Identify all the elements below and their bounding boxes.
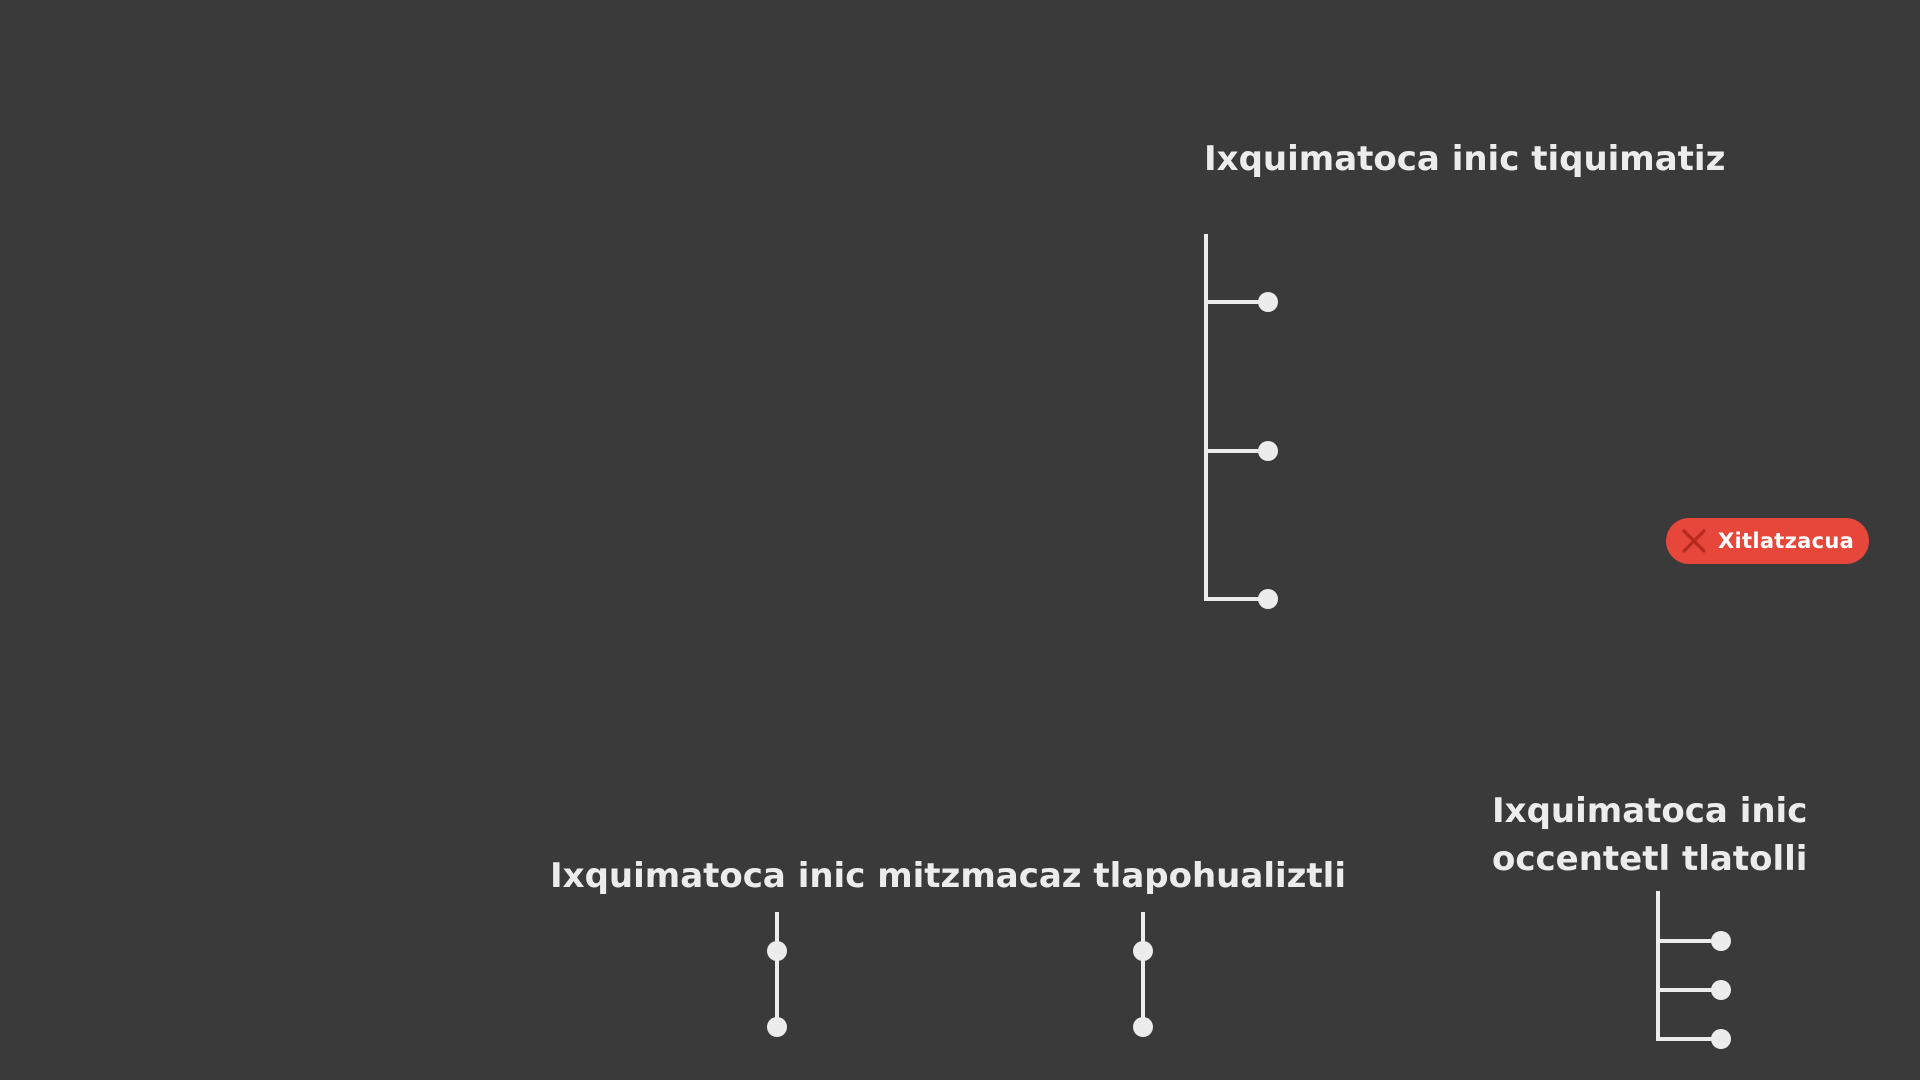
heading-right-line-2: occentetl tlatolli [1492,839,1808,879]
tree-right-node-2 [1711,980,1731,1000]
close-icon [1680,527,1708,555]
tree-bottom-right-node-2 [1133,1017,1153,1037]
heading-right: Ixquimatoca inic occentetl tlatolli [1492,787,1807,883]
tree-bottom-right-node-1 [1133,941,1153,961]
tree-bottom-left [767,912,787,1037]
tree-right-node-3 [1711,1029,1731,1049]
tree-right [1656,891,1731,1049]
heading-top: Ixquimatoca inic tiquimatiz [1204,139,1726,179]
heading-right-line-1: Ixquimatoca inic [1492,791,1808,831]
tree-bottom-right [1133,912,1153,1037]
tree-top-node-2 [1258,441,1278,461]
close-button-label: Xitlatzacua [1718,529,1855,553]
tree-right-node-1 [1711,931,1731,951]
tree-bottom-left-node-1 [767,941,787,961]
tree-top-node-3 [1258,589,1278,609]
heading-bottom: Ixquimatoca inic mitzmacaz tlapohualiztl… [550,856,1346,896]
tree-top [1204,234,1278,609]
close-button[interactable]: Xitlatzacua [1666,518,1869,564]
tree-top-node-1 [1258,292,1278,312]
tree-bottom-left-node-2 [767,1017,787,1037]
